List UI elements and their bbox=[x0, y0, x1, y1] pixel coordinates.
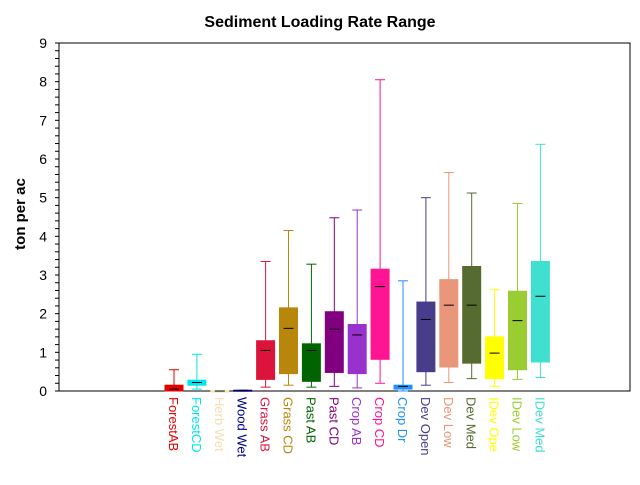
box-body bbox=[462, 265, 482, 364]
x-tick-label: ForestAB bbox=[166, 397, 181, 451]
box-idev-ope bbox=[485, 289, 505, 387]
y-tick-label: 7 bbox=[39, 112, 47, 128]
box-body bbox=[393, 384, 413, 390]
box-body bbox=[530, 260, 550, 363]
x-axis-labels: ForestAB ForestCD Herb Wet Wood Wet Grass AB… bbox=[166, 397, 547, 458]
box-body bbox=[256, 340, 276, 380]
x-tick-label: IDev Med bbox=[532, 397, 547, 453]
box-idev-med bbox=[530, 143, 550, 378]
box-body bbox=[485, 336, 505, 380]
box-body bbox=[370, 268, 390, 360]
box-dev-low bbox=[439, 172, 459, 383]
x-tick-label: ForestCD bbox=[189, 397, 204, 453]
box-body bbox=[439, 279, 459, 368]
box-crop-cd bbox=[370, 79, 390, 384]
box-idev-low bbox=[508, 202, 527, 380]
box-crop-dr bbox=[393, 280, 413, 392]
y-tick-label: 3 bbox=[39, 267, 47, 283]
box-dev-med bbox=[462, 192, 482, 380]
x-tick-label: IDev Ope bbox=[487, 397, 502, 452]
box-body bbox=[301, 343, 321, 382]
y-axis: 0 1 2 3 4 5 6 7 8 9 bbox=[39, 35, 59, 399]
y-tick-label: 0 bbox=[39, 383, 47, 399]
y-tick-label: 5 bbox=[39, 190, 47, 206]
x-tick-label: Grass CD bbox=[281, 397, 296, 454]
x-tick-label: Herb Wet bbox=[212, 397, 227, 452]
x-tick-label: Past CD bbox=[326, 397, 341, 445]
y-tick-label: 8 bbox=[39, 74, 47, 90]
y-tick-label: 1 bbox=[39, 344, 47, 360]
x-tick-label: IDev Low bbox=[510, 397, 525, 452]
x-tick-label: Dev Open bbox=[418, 397, 433, 456]
box-wood-wet bbox=[233, 389, 253, 392]
y-axis-label: ton per ac bbox=[12, 178, 29, 250]
box-body bbox=[324, 311, 344, 373]
box-body bbox=[347, 323, 367, 375]
chart-title: Sediment Loading Rate Range bbox=[204, 14, 435, 31]
y-tick-label: 2 bbox=[39, 306, 47, 322]
box-past-ab bbox=[301, 263, 321, 388]
x-tick-label: Dev Low bbox=[441, 397, 456, 448]
y-tick-label: 9 bbox=[39, 35, 47, 51]
box-past-cd bbox=[324, 217, 344, 387]
x-tick-label: Dev Med bbox=[464, 397, 479, 449]
y-tick-label: 4 bbox=[39, 228, 47, 244]
box-body bbox=[164, 384, 184, 392]
x-tick-label: Crop Dr bbox=[395, 397, 410, 443]
box-body bbox=[416, 301, 436, 373]
box-herb-wet bbox=[210, 390, 230, 393]
box-forestab bbox=[164, 369, 184, 392]
x-tick-label: Grass AB bbox=[258, 397, 273, 452]
box-crop-ab bbox=[347, 209, 367, 389]
plot-frame bbox=[58, 42, 631, 392]
box-body bbox=[508, 290, 527, 371]
x-tick-label: Crop CD bbox=[372, 397, 387, 448]
box-dev-open bbox=[416, 197, 436, 386]
box-grass-ab bbox=[256, 260, 276, 388]
box-grass-cd bbox=[279, 230, 298, 386]
box-series bbox=[164, 79, 550, 393]
y-tick-label: 6 bbox=[39, 151, 47, 167]
box-forestcd bbox=[187, 353, 207, 390]
box-body bbox=[279, 307, 298, 375]
x-tick-label: Wood Wet bbox=[235, 397, 250, 458]
x-tick-label: Crop AB bbox=[349, 397, 364, 445]
x-tick-label: Past AB bbox=[303, 397, 318, 443]
